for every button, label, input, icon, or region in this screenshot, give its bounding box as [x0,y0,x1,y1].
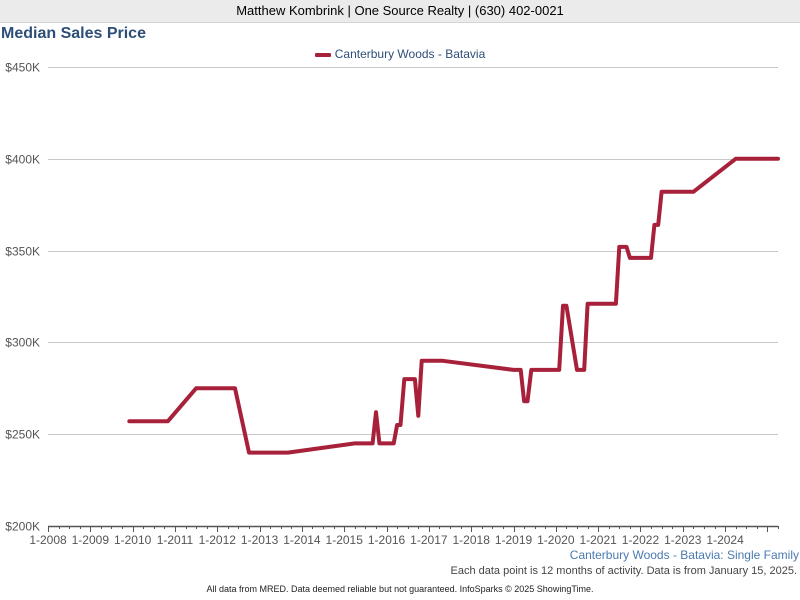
agent-contact-text: Matthew Kombrink | One Source Realty | (… [236,3,564,18]
x-tick-label: 1-2022 [622,533,660,547]
x-tick-label: 1-2020 [537,533,575,547]
x-tick-label: 1-2011 [157,533,194,547]
header-bar: Matthew Kombrink | One Source Realty | (… [0,0,800,23]
y-tick-label: $400K [5,153,40,167]
chart-legend[interactable]: Canterbury Woods - Batavia [0,46,800,62]
x-tick-label: 1-2012 [199,533,237,547]
y-tick-label: $450K [5,61,40,75]
legend-swatch [314,52,331,57]
x-tick-label: 1-2013 [241,533,279,547]
y-tick-labels: $200K $250K $300K $350K $400K $450K [5,61,40,534]
x-tick-label: 1-2018 [453,533,491,547]
chart-title: Median Sales Price [1,25,146,42]
x-tick-label: 1-2014 [283,533,321,547]
x-tick-label: 1-2016 [368,533,406,547]
x-tick-label: 1-2024 [706,533,744,547]
y-tick-label: $300K [5,336,40,350]
series-line [127,156,780,455]
x-tick-label: 1-2009 [72,533,110,547]
axes [48,525,779,532]
y-tick-label: $200K [5,520,40,534]
legend-series-name: Canterbury Woods - Batavia [334,47,486,61]
data-note: Each data point is 12 months of activity… [450,565,797,577]
data-credit: All data from MRED. Data deemed reliable… [206,584,594,594]
x-tick-label: 1-2023 [664,533,702,547]
x-tick-label: 1-2010 [114,533,152,547]
x-tick-label: 1-2008 [29,533,67,547]
x-tick-label: 1-2019 [495,533,533,547]
y-tick-label: $350K [5,245,40,259]
series-footer-label[interactable]: Canterbury Woods - Batavia: Single Famil… [569,548,799,562]
x-tick-labels: 1-2008 1-2009 1-2010 1-2011 1-2012 1-2013 1-20… [29,533,744,547]
x-tick-label: 1-2015 [326,533,364,547]
x-tick-label: 1-2021 [579,533,617,547]
x-tick-label: 1-2017 [410,533,448,547]
series-lines [127,156,780,455]
y-tick-label: $250K [5,428,40,442]
grid-lines [48,67,778,435]
